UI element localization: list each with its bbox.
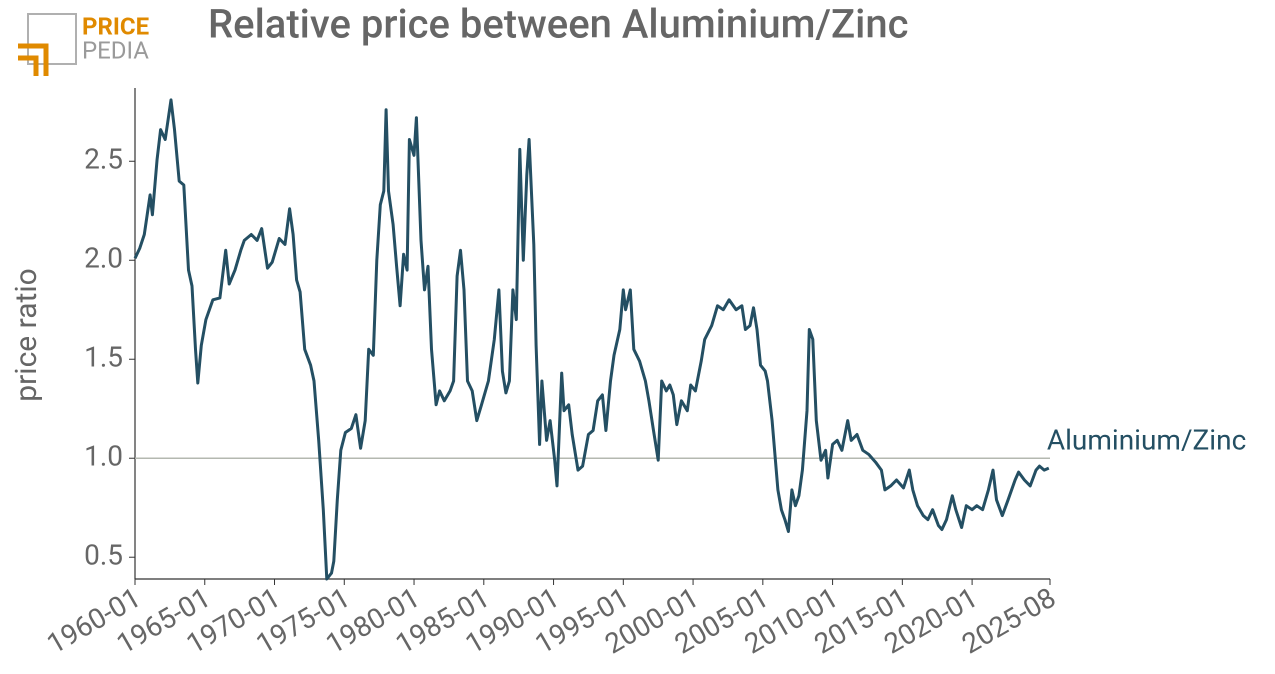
series-line bbox=[133, 98, 1050, 581]
y-tick-label: 1.0 bbox=[84, 440, 123, 473]
logo: PRICE PEDIA bbox=[18, 12, 149, 76]
series-label: Aluminium/Zinc bbox=[1047, 424, 1246, 457]
logo-bottom: PEDIA bbox=[82, 36, 149, 64]
y-tick-label: 2.5 bbox=[84, 143, 123, 176]
logo-mark bbox=[18, 43, 49, 76]
logo-top: PRICE bbox=[82, 12, 149, 40]
chart-title: Relative price between Aluminium/Zinc bbox=[208, 1, 909, 48]
y-tick-label: 0.5 bbox=[84, 539, 123, 572]
y-tick-label: 1.5 bbox=[84, 341, 123, 374]
y-axis-label: price ratio bbox=[9, 268, 44, 401]
y-tick-label: 2.0 bbox=[84, 242, 123, 275]
logo-frame bbox=[27, 13, 77, 65]
